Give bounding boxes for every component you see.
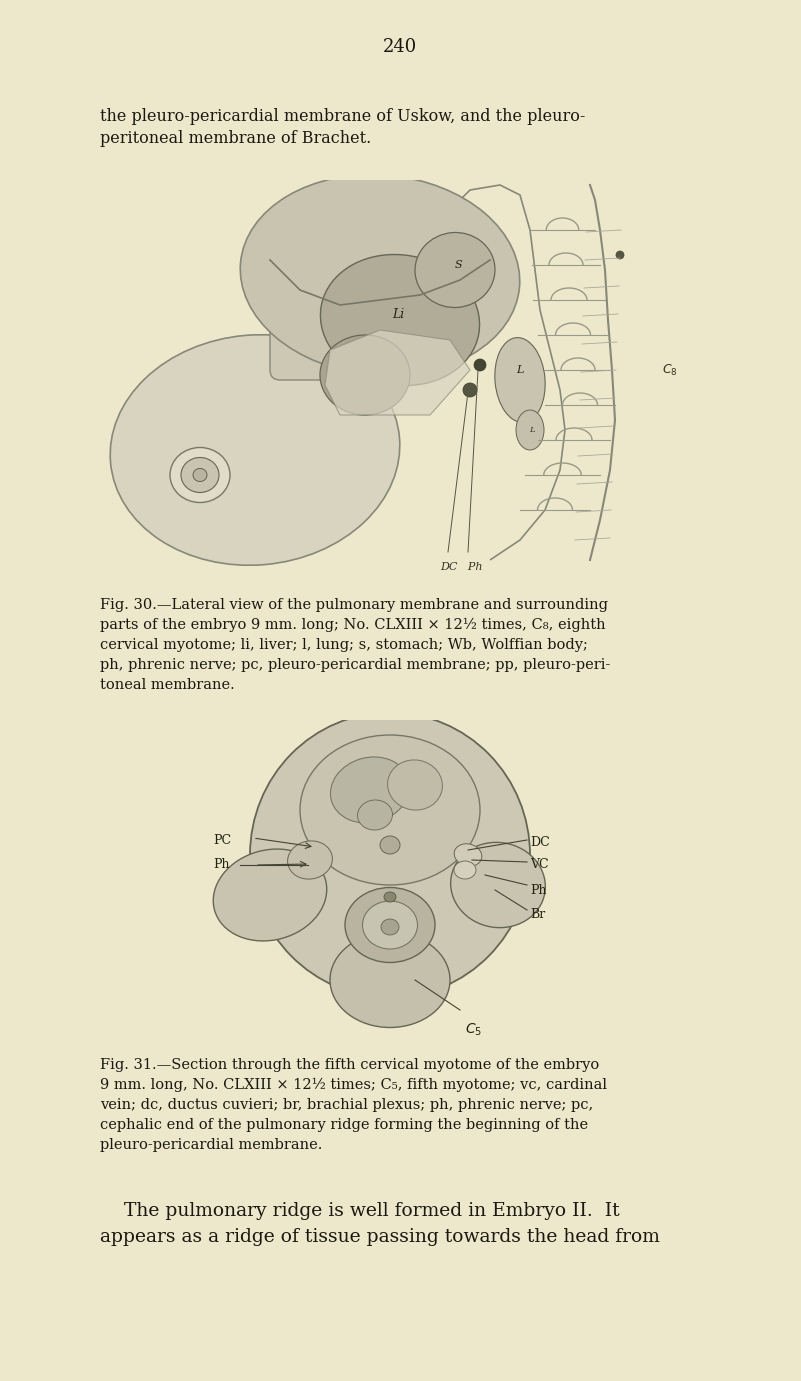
- Ellipse shape: [193, 468, 207, 482]
- Text: PC: PC: [213, 834, 231, 847]
- Text: Fig. 31.—Section through the fifth cervical myotome of the embryo: Fig. 31.—Section through the fifth cervi…: [100, 1058, 599, 1072]
- Ellipse shape: [516, 410, 544, 450]
- FancyBboxPatch shape: [175, 720, 605, 1030]
- Ellipse shape: [345, 888, 435, 963]
- Text: The pulmonary ridge is well formed in Embryo II.  It: The pulmonary ridge is well formed in Em…: [100, 1201, 620, 1219]
- Text: L: L: [517, 365, 524, 376]
- Ellipse shape: [357, 800, 392, 830]
- Ellipse shape: [213, 849, 327, 940]
- Ellipse shape: [320, 336, 410, 416]
- Text: Fig. 30.—Lateral view of the pulmonary membrane and surrounding: Fig. 30.—Lateral view of the pulmonary m…: [100, 598, 608, 612]
- Text: $C_5$: $C_5$: [465, 1022, 482, 1039]
- Ellipse shape: [111, 334, 400, 565]
- Text: parts of the embryo 9 mm. long; No. CLXIII × 12½ times, C₈, eighth: parts of the embryo 9 mm. long; No. CLXI…: [100, 619, 606, 632]
- Text: S: S: [454, 260, 462, 271]
- Text: 9 mm. long, No. CLXIII × 12½ times; C₅, fifth myotome; vc, cardinal: 9 mm. long, No. CLXIII × 12½ times; C₅, …: [100, 1079, 607, 1092]
- Ellipse shape: [300, 735, 480, 885]
- Text: Li: Li: [392, 308, 405, 322]
- Polygon shape: [325, 330, 470, 416]
- Text: cervical myotome; li, liver; l, lung; s, stomach; Wb, Wolffian body;: cervical myotome; li, liver; l, lung; s,…: [100, 638, 588, 652]
- Ellipse shape: [240, 174, 520, 376]
- Text: 240: 240: [383, 39, 417, 57]
- Text: pleuro-pericardial membrane.: pleuro-pericardial membrane.: [100, 1138, 322, 1152]
- Ellipse shape: [363, 900, 417, 949]
- Text: Br: Br: [530, 909, 545, 921]
- Ellipse shape: [495, 337, 545, 423]
- FancyBboxPatch shape: [270, 260, 370, 380]
- Text: ph, phrenic nerve; pc, pleuro-pericardial membrane; pp, pleuro-peri-: ph, phrenic nerve; pc, pleuro-pericardia…: [100, 657, 610, 673]
- Ellipse shape: [616, 251, 624, 260]
- Text: appears as a ridge of tissue passing towards the head from: appears as a ridge of tissue passing tow…: [100, 1228, 660, 1246]
- Text: vein; dc, ductus cuvieri; br, brachial plexus; ph, phrenic nerve; pc,: vein; dc, ductus cuvieri; br, brachial p…: [100, 1098, 594, 1112]
- Ellipse shape: [415, 232, 495, 308]
- Ellipse shape: [331, 757, 409, 823]
- Ellipse shape: [380, 836, 400, 853]
- Ellipse shape: [288, 841, 332, 880]
- Ellipse shape: [454, 844, 482, 866]
- Ellipse shape: [250, 713, 530, 997]
- Ellipse shape: [330, 932, 450, 1027]
- Text: toneal membrane.: toneal membrane.: [100, 678, 235, 692]
- Text: cephalic end of the pulmonary ridge forming the beginning of the: cephalic end of the pulmonary ridge form…: [100, 1119, 588, 1132]
- Ellipse shape: [474, 359, 486, 371]
- Text: peritoneal membrane of Brachet.: peritoneal membrane of Brachet.: [100, 130, 371, 146]
- Ellipse shape: [181, 457, 219, 493]
- FancyBboxPatch shape: [100, 180, 680, 570]
- Ellipse shape: [320, 254, 480, 385]
- Ellipse shape: [384, 892, 396, 902]
- Text: the pleuro-pericardial membrane of Uskow, and the pleuro-: the pleuro-pericardial membrane of Uskow…: [100, 108, 586, 126]
- Text: DC   Ph: DC Ph: [440, 562, 482, 572]
- Text: DC: DC: [530, 836, 549, 848]
- Text: VC: VC: [530, 859, 549, 871]
- Ellipse shape: [388, 760, 442, 811]
- Text: $C_8$: $C_8$: [662, 362, 678, 377]
- Text: Ph: Ph: [213, 859, 230, 871]
- Ellipse shape: [463, 383, 477, 396]
- Ellipse shape: [170, 447, 230, 503]
- Ellipse shape: [381, 918, 399, 935]
- Ellipse shape: [451, 842, 545, 928]
- Ellipse shape: [454, 860, 476, 878]
- Text: Ph: Ph: [530, 884, 546, 896]
- Text: L: L: [529, 425, 535, 434]
